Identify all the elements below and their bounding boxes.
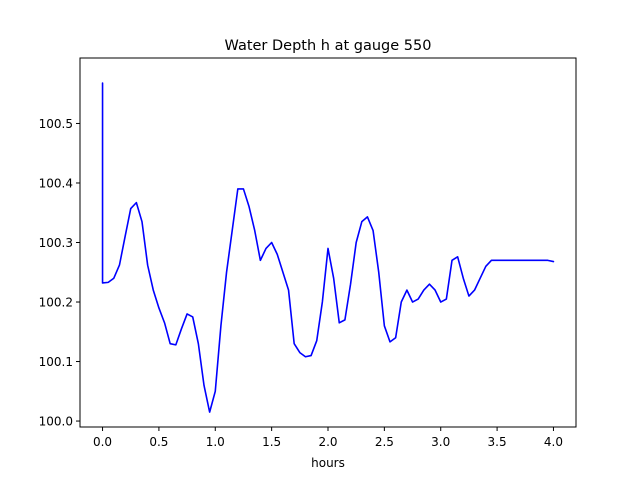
- y-tick-label: 100.3: [39, 236, 73, 250]
- series-line-0: [101, 82, 555, 413]
- x-tick-label: 4.0: [544, 435, 563, 449]
- x-tick-label: 3.0: [431, 435, 450, 449]
- x-tick-label: 3.5: [488, 435, 507, 449]
- y-tick-label: 100.0: [39, 415, 73, 429]
- plot-area: [101, 82, 555, 413]
- x-tick-label: 1.0: [206, 435, 225, 449]
- chart-title: Water Depth h at gauge 550: [225, 38, 432, 54]
- axis-ticks: 0.0 0.5 1.0 1.5 2.0 2.5 3.0 3.5 4.0 100.0 100.1 100…: [39, 117, 563, 449]
- x-tick-label: 0.0: [93, 435, 112, 449]
- y-tick-label: 100.4: [39, 176, 73, 190]
- y-tick-label: 100.1: [39, 355, 73, 369]
- y-tick-label: 100.2: [39, 296, 73, 310]
- y-tick-label: 100.5: [39, 117, 73, 131]
- axes-frame: [79, 57, 577, 428]
- x-axis-label: hours: [311, 456, 345, 470]
- x-tick-label: 1.5: [262, 435, 281, 449]
- x-tick-label: 0.5: [149, 435, 168, 449]
- x-tick-label: 2.0: [318, 435, 337, 449]
- x-tick-label: 2.5: [375, 435, 394, 449]
